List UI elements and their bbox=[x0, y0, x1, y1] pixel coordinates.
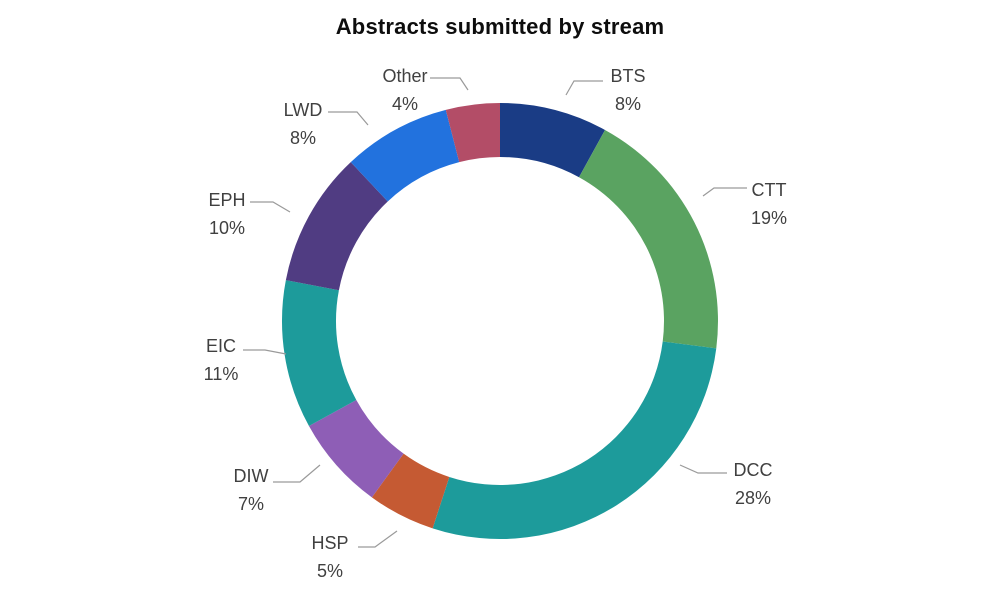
leader-line-eph bbox=[250, 201, 291, 213]
slice-label-name: DIW bbox=[233, 466, 269, 486]
slice-label-percent: 7% bbox=[237, 494, 264, 514]
slice-label-eph: EPH 10% bbox=[162, 186, 292, 242]
donut-slice-ctt bbox=[579, 129, 718, 349]
leader-line-dcc bbox=[679, 464, 727, 474]
donut-slice-lwd bbox=[350, 109, 460, 202]
donut-slice-bts bbox=[500, 103, 606, 178]
slice-label-percent: 8% bbox=[289, 128, 316, 148]
donut-slice-eic bbox=[282, 280, 357, 427]
slice-label-bts: BTS 8% bbox=[563, 62, 693, 118]
donut-slice-diw bbox=[308, 400, 404, 498]
slice-label-name: EPH bbox=[208, 190, 246, 210]
slice-label-percent: 10% bbox=[208, 218, 246, 238]
slice-label-percent: 5% bbox=[316, 561, 343, 581]
donut-slice-other bbox=[445, 103, 500, 163]
slice-label-name: BTS bbox=[610, 66, 646, 86]
slice-label-lwd: LWD 8% bbox=[238, 96, 368, 152]
slice-label-dcc: DCC 28% bbox=[688, 456, 818, 512]
leader-line-ctt bbox=[702, 187, 747, 197]
slice-label-eic: EIC 11% bbox=[156, 332, 286, 388]
slice-label-name: Other bbox=[382, 66, 428, 86]
slice-label-percent: 19% bbox=[750, 208, 788, 228]
slice-label-ctt: CTT 19% bbox=[704, 176, 834, 232]
slice-label-name: DCC bbox=[733, 460, 773, 480]
slice-label-name: CTT bbox=[751, 180, 787, 200]
leader-line-diw bbox=[273, 464, 321, 483]
leader-line-bts bbox=[565, 80, 603, 96]
slice-label-name: LWD bbox=[283, 100, 323, 120]
leader-line-lwd bbox=[328, 111, 369, 126]
leader-line-hsp bbox=[358, 530, 398, 548]
leader-line-eic bbox=[243, 349, 287, 355]
slice-label-percent: 8% bbox=[614, 94, 641, 114]
donut-slice-dcc bbox=[432, 341, 717, 540]
slice-label-name: EIC bbox=[205, 336, 236, 356]
slice-label-hsp: HSP 5% bbox=[265, 529, 395, 585]
slice-label-other: Other 4% bbox=[340, 62, 470, 118]
chart-title: Abstracts submitted by stream bbox=[335, 14, 665, 39]
slice-label-percent: 28% bbox=[734, 488, 772, 508]
donut-slice-hsp bbox=[371, 453, 450, 529]
leader-line-other bbox=[430, 77, 469, 91]
slice-label-name: HSP bbox=[311, 533, 349, 553]
slice-label-diw: DIW 7% bbox=[186, 462, 316, 518]
slice-label-percent: 4% bbox=[391, 94, 418, 114]
slice-label-percent: 11% bbox=[203, 364, 239, 384]
donut-slice-eph bbox=[285, 162, 388, 291]
